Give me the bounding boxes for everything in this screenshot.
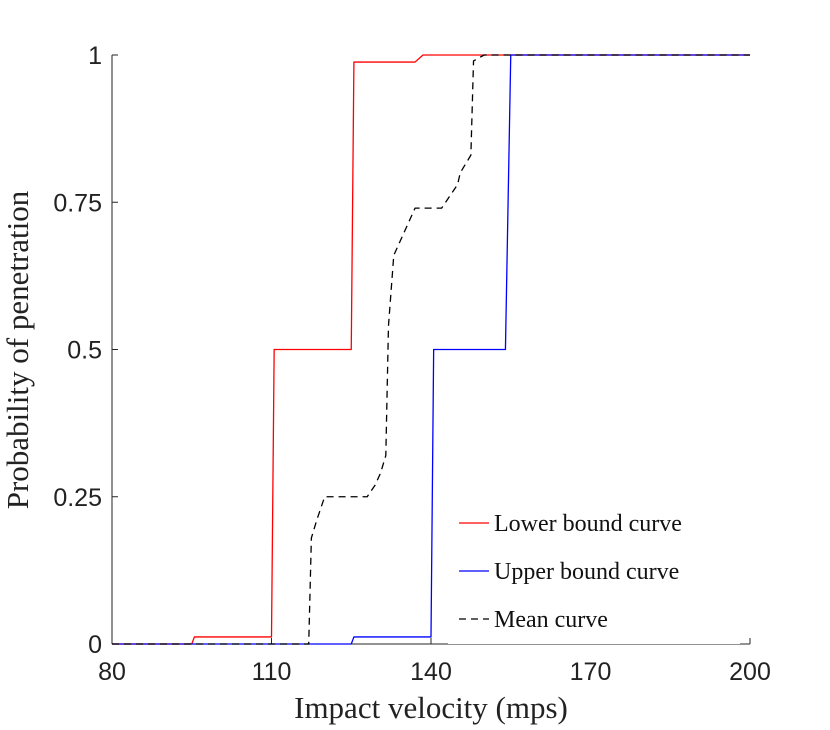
legend: Lower bound curve Upper bound curve Mean… [448, 498, 740, 644]
x-axis-title: Impact velocity (mps) [294, 690, 568, 725]
ticks: 80 110 140 170 200 0 0.25 0.5 0.75 1 [53, 42, 771, 686]
legend-label-lower-bound: Lower bound curve [494, 511, 682, 537]
y-tick-label: 0.75 [53, 189, 102, 217]
y-tick-label: 0 [88, 631, 102, 659]
legend-box [448, 498, 740, 644]
y-axis-title: Probability of penetration [0, 190, 35, 509]
x-tick-label: 140 [410, 658, 452, 686]
y-tick-label: 1 [88, 42, 102, 70]
legend-label-upper-bound: Upper bound curve [494, 559, 679, 585]
upper-bound-curve [112, 54, 750, 645]
y-tick-label: 0.5 [67, 337, 102, 365]
x-tick-label: 170 [570, 658, 612, 686]
y-tick-label: 0.25 [53, 484, 102, 512]
x-tick-label: 200 [729, 658, 771, 686]
x-tick-label: 80 [98, 658, 126, 686]
legend-label-mean: Mean curve [494, 607, 608, 633]
lower-bound-curve [112, 54, 750, 645]
x-tick-label: 110 [252, 658, 292, 686]
series-layer [112, 54, 750, 645]
